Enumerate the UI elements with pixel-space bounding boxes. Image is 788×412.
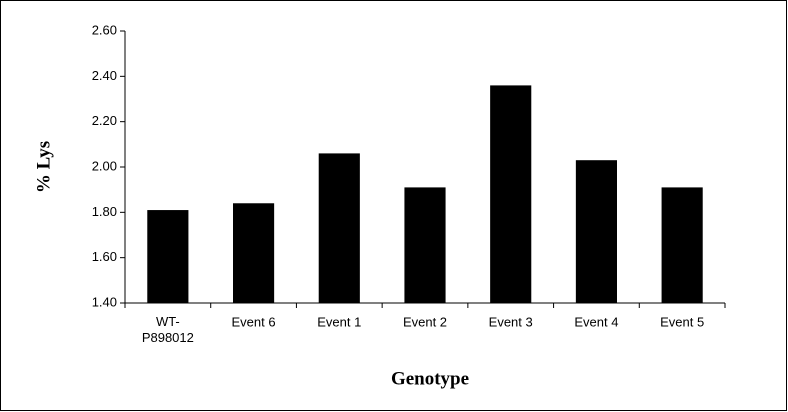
x-tick-label: Event 3: [489, 314, 533, 329]
bar: [404, 187, 446, 303]
y-tick-label: 2.20: [92, 113, 117, 128]
y-tick-label: 2.00: [92, 158, 117, 173]
y-tick-label: 1.40: [92, 294, 117, 309]
x-tick-label: Event 2: [403, 314, 447, 329]
x-axis-title: Genotype: [391, 368, 469, 389]
bar: [233, 203, 275, 303]
y-tick-label: 2.60: [92, 22, 117, 37]
x-tick-label: Event 5: [660, 314, 704, 329]
bar: [147, 210, 189, 303]
x-tick-label: Event 6: [232, 314, 276, 329]
bar: [490, 85, 532, 304]
y-tick-label: 1.60: [92, 249, 117, 264]
bar: [661, 187, 703, 303]
x-tick-label: Event 1: [317, 314, 361, 329]
bar: [318, 153, 360, 303]
x-tick-label: WT-P898012: [142, 314, 194, 345]
x-tick-label: Event 4: [574, 314, 618, 329]
bar: [575, 160, 617, 303]
y-axis-title: % Lys: [33, 141, 54, 193]
y-tick-label: 2.40: [92, 68, 117, 83]
y-tick-label: 1.80: [92, 204, 117, 219]
